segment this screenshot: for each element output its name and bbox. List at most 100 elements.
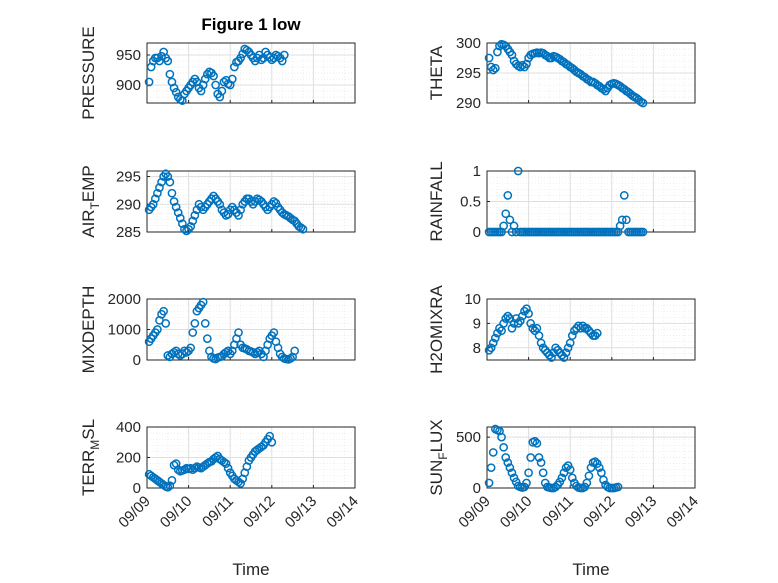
y-tick-label: 0 bbox=[133, 352, 141, 369]
data-point bbox=[503, 311, 513, 321]
data-point bbox=[495, 41, 504, 51]
data-point bbox=[538, 468, 548, 478]
data-point bbox=[499, 442, 508, 452]
data-point bbox=[582, 323, 592, 333]
y-axis-label: PRESSURE bbox=[79, 26, 98, 120]
data-point bbox=[638, 98, 648, 108]
data-point bbox=[198, 297, 208, 307]
data-point bbox=[503, 191, 513, 200]
data-point bbox=[290, 346, 300, 356]
data-point bbox=[501, 209, 511, 219]
data-point bbox=[234, 211, 243, 220]
data-point bbox=[536, 338, 546, 348]
data-point bbox=[613, 482, 623, 492]
data-point bbox=[547, 353, 556, 362]
y-tick-label: 0 bbox=[473, 224, 481, 241]
data-point bbox=[584, 471, 594, 481]
data-point bbox=[279, 50, 289, 60]
data-point bbox=[298, 224, 308, 234]
data-point bbox=[584, 326, 594, 336]
data-point bbox=[157, 177, 166, 187]
data-point bbox=[215, 199, 225, 209]
y-tick-label: 9 bbox=[473, 315, 481, 332]
data-point bbox=[217, 86, 227, 96]
data-point bbox=[522, 304, 531, 314]
data-point bbox=[619, 191, 629, 200]
data-point bbox=[150, 194, 160, 204]
data-point bbox=[269, 328, 279, 337]
data-point bbox=[576, 323, 585, 333]
y-tick-label: 2000 bbox=[108, 291, 141, 308]
data-point bbox=[551, 343, 560, 353]
data-point bbox=[223, 463, 233, 473]
data-point bbox=[296, 223, 306, 232]
y-tick-label: 8 bbox=[473, 340, 481, 357]
data-point bbox=[524, 309, 533, 318]
data-point bbox=[513, 319, 523, 328]
subplot-top-right: 290 295 300 THETA bbox=[427, 35, 696, 112]
data-point bbox=[159, 480, 168, 490]
data-point bbox=[557, 473, 567, 483]
data-point bbox=[522, 478, 531, 488]
data-point bbox=[540, 345, 550, 355]
data-point bbox=[567, 473, 577, 483]
data-point bbox=[155, 183, 164, 192]
data-point bbox=[188, 328, 198, 337]
data-point bbox=[586, 463, 596, 473]
y-axis-label: AIRTEMP bbox=[79, 165, 102, 238]
y-tick-label: 950 bbox=[116, 47, 141, 64]
data-point bbox=[219, 457, 229, 467]
y-tick-label: 0 bbox=[473, 480, 481, 497]
data-point bbox=[171, 202, 181, 212]
y-tick-label: 10 bbox=[464, 291, 481, 308]
subplot-third-left: 0 1000 2000 MIXDEPTH bbox=[79, 286, 356, 373]
data-point bbox=[594, 463, 604, 473]
data-point bbox=[190, 211, 200, 220]
data-point bbox=[257, 55, 266, 65]
data-point bbox=[513, 166, 523, 176]
data-point bbox=[530, 326, 540, 336]
data-point bbox=[501, 314, 511, 323]
y-axis-label: RAINFALL bbox=[427, 161, 446, 241]
subplot-top-left: 900 950 PRESSURE bbox=[79, 26, 356, 120]
data-point bbox=[167, 188, 177, 198]
y-tick-label: 285 bbox=[116, 224, 141, 241]
data-point bbox=[536, 458, 546, 467]
data-point bbox=[505, 215, 515, 225]
data-point bbox=[518, 60, 527, 70]
y-tick-label: 0 bbox=[133, 480, 141, 497]
data-point bbox=[165, 481, 175, 491]
data-point bbox=[186, 343, 196, 353]
axes-box bbox=[146, 42, 356, 104]
y-tick-label: 900 bbox=[116, 77, 141, 94]
data-point bbox=[507, 468, 517, 478]
data-point bbox=[538, 343, 548, 353]
y-tick-label: 500 bbox=[456, 429, 481, 446]
data-point bbox=[526, 319, 536, 328]
data-point bbox=[559, 353, 569, 362]
y-tick-label: 200 bbox=[116, 450, 141, 467]
data-point bbox=[236, 479, 245, 488]
data-point bbox=[532, 438, 542, 448]
data-point bbox=[161, 319, 171, 328]
data-point bbox=[490, 63, 500, 73]
data-point bbox=[590, 457, 600, 466]
y-axis-label: SUNFLUX bbox=[427, 419, 450, 495]
data-point bbox=[200, 74, 210, 84]
data-point bbox=[511, 227, 521, 237]
y-axis-label: THETA bbox=[427, 45, 446, 100]
data-point bbox=[553, 345, 563, 355]
data-point bbox=[167, 476, 177, 485]
data-point bbox=[488, 338, 498, 348]
data-point bbox=[269, 197, 279, 206]
data-point bbox=[209, 71, 218, 81]
data-point bbox=[497, 432, 506, 442]
data-point bbox=[542, 348, 552, 358]
data-point bbox=[524, 468, 533, 478]
data-point bbox=[592, 328, 602, 338]
data-point bbox=[486, 463, 496, 473]
data-point bbox=[230, 62, 239, 72]
data-point bbox=[200, 319, 210, 328]
